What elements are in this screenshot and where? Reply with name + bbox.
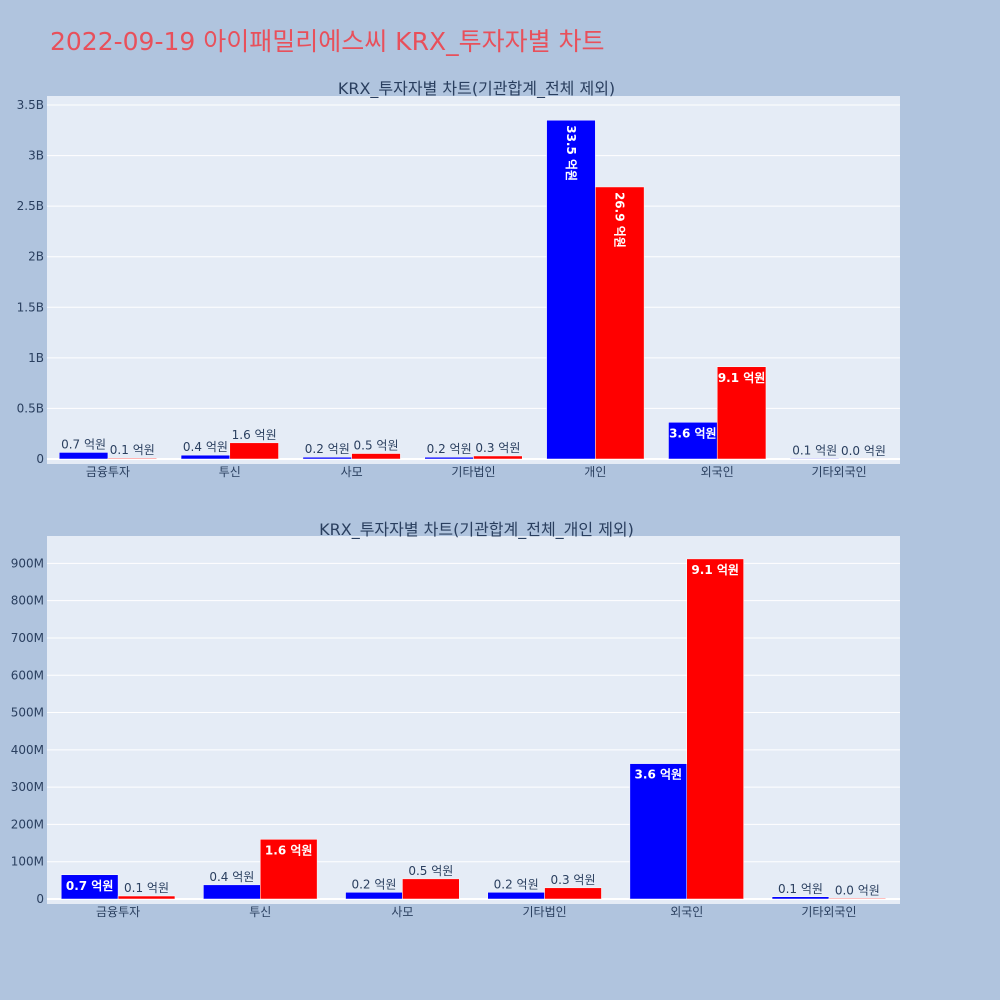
y-tick-label: 1.5B <box>17 300 44 314</box>
bar <box>260 839 318 900</box>
y-tick-label: 300M <box>11 780 44 794</box>
data-label: 0.7 억원 <box>66 879 114 893</box>
bar <box>203 884 261 900</box>
x-tick-label: 투신 <box>249 905 271 919</box>
bar <box>424 456 474 460</box>
data-label: 1.6 억원 <box>232 428 277 442</box>
data-label: 0.5 억원 <box>354 439 399 453</box>
data-label: 9.1 억원 <box>718 371 766 385</box>
y-tick-label: 2B <box>28 250 44 264</box>
data-label: 0.0 억원 <box>841 444 886 458</box>
data-label: 0.4 억원 <box>209 870 254 884</box>
bar <box>351 453 401 460</box>
data-label: 0.2 억원 <box>351 877 396 891</box>
bar <box>229 442 279 460</box>
bar <box>828 898 887 900</box>
chart-1: KRX_투자자별 차트(기관합계_전체 제외) 0 0.5B 1B 1.5B 2B 2.5B… <box>17 79 900 479</box>
bar <box>595 186 645 460</box>
data-label: 0.2 억원 <box>494 877 539 891</box>
bar <box>107 457 157 460</box>
y-tick-label: 700M <box>11 631 44 645</box>
bar <box>790 458 840 460</box>
y-tick-label: 1B <box>28 351 44 365</box>
bar <box>716 366 767 460</box>
y-tick-label: 900M <box>11 556 44 570</box>
bar <box>58 452 109 460</box>
page-title: 2022-09-19 아이패밀리에스씨 KRX_투자자별 차트 <box>50 27 605 56</box>
data-label: 26.9 억원 <box>613 192 627 248</box>
y-tick-label: 0 <box>36 452 44 466</box>
bar <box>402 878 460 900</box>
y-tick-label: 0 <box>36 892 44 906</box>
data-label: 0.4 억원 <box>183 440 228 454</box>
y-tick-label: 3.5B <box>17 98 44 112</box>
x-tick-label: 기타법인 <box>522 905 566 919</box>
data-label: 0.1 억원 <box>778 882 823 896</box>
y-tick-label: 100M <box>11 855 44 869</box>
x-tick-label: 금융투자 <box>86 465 130 479</box>
bar <box>302 456 352 460</box>
bar <box>546 119 596 460</box>
data-label: 33.5 억원 <box>564 125 578 181</box>
y-tick-label: 500M <box>11 706 44 720</box>
data-label: 3.6 억원 <box>635 768 683 782</box>
bar <box>838 458 889 460</box>
bar <box>668 422 718 460</box>
data-label: 0.1 억원 <box>110 443 155 457</box>
y-tick-label: 400M <box>11 743 44 757</box>
bar <box>117 895 176 900</box>
bar <box>60 874 119 900</box>
bar <box>686 558 744 900</box>
y-tick-label: 800M <box>11 594 44 608</box>
chart-title: KRX_투자자별 차트(기관합계_전체_개인 제외) <box>319 520 634 540</box>
y-tick-label: 0.5B <box>17 401 44 415</box>
data-label: 0.7 억원 <box>61 437 106 451</box>
x-tick-label: 투신 <box>219 465 241 479</box>
bar <box>180 454 231 460</box>
data-label: 0.2 억원 <box>427 442 472 456</box>
y-tick-label: 600M <box>11 668 44 682</box>
x-tick-label: 기타외국인 <box>811 465 866 479</box>
y-tick-label: 3B <box>28 149 44 163</box>
x-tick-label: 기타법인 <box>451 465 495 479</box>
data-label: 0.3 억원 <box>551 873 596 887</box>
plot-area <box>47 536 900 904</box>
y-tick-label: 2.5B <box>17 199 44 213</box>
data-label: 0.2 억원 <box>305 442 350 456</box>
data-label: 0.0 억원 <box>835 883 880 897</box>
data-label: 0.1 억원 <box>124 881 169 895</box>
chart-title: KRX_투자자별 차트(기관합계_전체 제외) <box>338 79 615 99</box>
chart-2: KRX_투자자별 차트(기관합계_전체_개인 제외) 0 100M 200M 300M 4… <box>11 520 900 919</box>
data-label: 9.1 억원 <box>691 563 739 577</box>
x-tick-label: 사모 <box>391 905 413 919</box>
bar <box>771 896 830 900</box>
x-tick-label: 기타외국인 <box>801 905 856 919</box>
x-tick-label: 외국인 <box>670 905 703 919</box>
data-label: 0.5 억원 <box>408 864 453 878</box>
x-tick-label: 외국인 <box>701 465 734 479</box>
bar <box>487 892 545 900</box>
data-label: 3.6 억원 <box>669 426 717 440</box>
x-tick-label: 개인 <box>584 465 606 479</box>
bar <box>473 455 523 460</box>
bar <box>544 887 602 900</box>
data-label: 0.3 억원 <box>475 441 520 455</box>
y-tick-label: 200M <box>11 817 44 831</box>
data-label: 0.1 억원 <box>792 443 837 457</box>
x-tick-label: 사모 <box>341 465 363 479</box>
x-tick-label: 금융투자 <box>96 905 140 919</box>
bar <box>629 763 688 900</box>
data-label: 1.6 억원 <box>265 843 313 857</box>
bar <box>345 892 403 900</box>
